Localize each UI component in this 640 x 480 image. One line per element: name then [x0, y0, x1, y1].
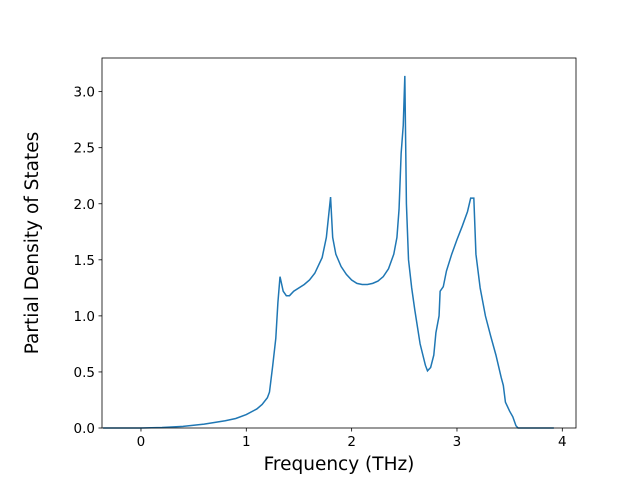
x-tick-label: 3 — [453, 434, 462, 450]
y-tick-label: 3.0 — [74, 85, 95, 101]
x-axis-label: Frequency (THz) — [264, 454, 415, 475]
x-tick-label: 0 — [137, 434, 146, 450]
y-axis-label: Partial Density of States — [22, 132, 43, 355]
y-tick-label: 1.5 — [74, 253, 95, 269]
x-tick-label: 2 — [347, 434, 356, 450]
y-tick-label: 1.0 — [74, 309, 95, 325]
y-tick-label: 0.0 — [74, 421, 95, 437]
x-tick-label: 4 — [558, 434, 567, 450]
line-series — [103, 75, 554, 429]
y-tick-label: 2.5 — [74, 141, 95, 157]
y-tick-label: 2.0 — [74, 197, 95, 213]
plot-frame — [101, 57, 577, 429]
x-tick-label: 1 — [242, 434, 251, 450]
y-tick-label: 0.5 — [74, 365, 95, 381]
